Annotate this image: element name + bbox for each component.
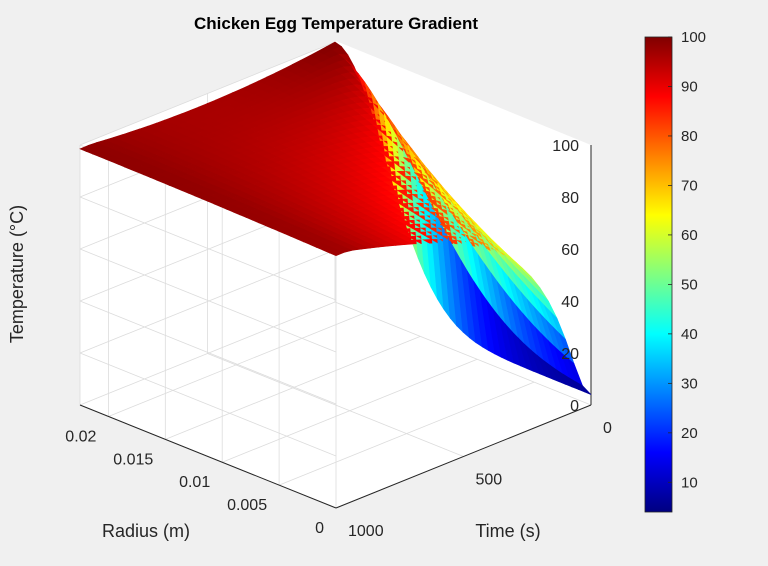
colorbar-tick-label: 70 xyxy=(681,177,698,194)
x-tick-label: 0.02 xyxy=(65,428,96,445)
z-tick-label: 100 xyxy=(552,138,579,155)
temperature-surface xyxy=(79,41,592,395)
colorbar: 10 20 30 40 50 60 70 80 90 100 xyxy=(644,29,706,513)
y-tick-label: 0 xyxy=(603,420,612,437)
surface-patch xyxy=(575,381,592,395)
y-tick-label: 1000 xyxy=(348,523,384,540)
z-tick-label: 20 xyxy=(561,346,579,363)
grid-line xyxy=(79,41,336,146)
colorbar-ticks: 10 20 30 40 50 60 70 80 90 100 xyxy=(668,29,706,491)
colorbar-tick-label: 30 xyxy=(681,375,698,392)
grid-line xyxy=(79,352,337,457)
colorbar-tick-label: 20 xyxy=(681,425,698,442)
y-axis-label: Time (s) xyxy=(475,521,540,541)
colorbar-tick-label: 60 xyxy=(681,227,698,244)
axis-line xyxy=(335,404,592,509)
x-axis-label: Radius (m) xyxy=(102,521,190,541)
x-tick-label: 0.01 xyxy=(179,474,210,491)
x-tick-label: 0 xyxy=(315,520,324,537)
grid-line xyxy=(79,196,337,301)
grid-line xyxy=(334,301,592,406)
z-tick-label: 80 xyxy=(561,190,579,207)
chart-title: Chicken Egg Temperature Gradient xyxy=(194,14,478,33)
grid-line xyxy=(79,249,336,354)
z-tick-label: 0 xyxy=(570,398,579,415)
colorbar-gradient xyxy=(644,36,673,513)
y-tick-label: 500 xyxy=(476,472,503,489)
colorbar-tick-label: 50 xyxy=(681,276,698,293)
colorbar-tick-label: 80 xyxy=(681,128,698,145)
z-axis-ticks: 0 20 40 60 80 100 xyxy=(552,138,579,415)
colorbar-tick-label: 10 xyxy=(681,474,698,491)
x-tick-label: 0.005 xyxy=(227,497,267,514)
y-axis-ticks: 0 500 1000 xyxy=(348,420,612,540)
grid-line xyxy=(79,300,337,405)
grid-line xyxy=(79,248,337,353)
x-axis-ticks: 0 0.005 0.01 0.015 0.02 xyxy=(65,428,324,537)
grid-line xyxy=(79,301,336,406)
grid-line xyxy=(207,353,464,457)
z-tick-label: 60 xyxy=(561,242,579,259)
grid-lines xyxy=(79,41,592,509)
z-tick-label: 40 xyxy=(561,294,579,311)
colorbar-tick-label: 40 xyxy=(681,326,698,343)
colorbar-tick-label: 100 xyxy=(681,29,706,46)
colorbar-tick-label: 90 xyxy=(681,78,698,95)
x-tick-label: 0.015 xyxy=(113,451,153,468)
z-axis-label: Temperature (°C) xyxy=(7,205,27,343)
axis-line xyxy=(79,404,337,509)
